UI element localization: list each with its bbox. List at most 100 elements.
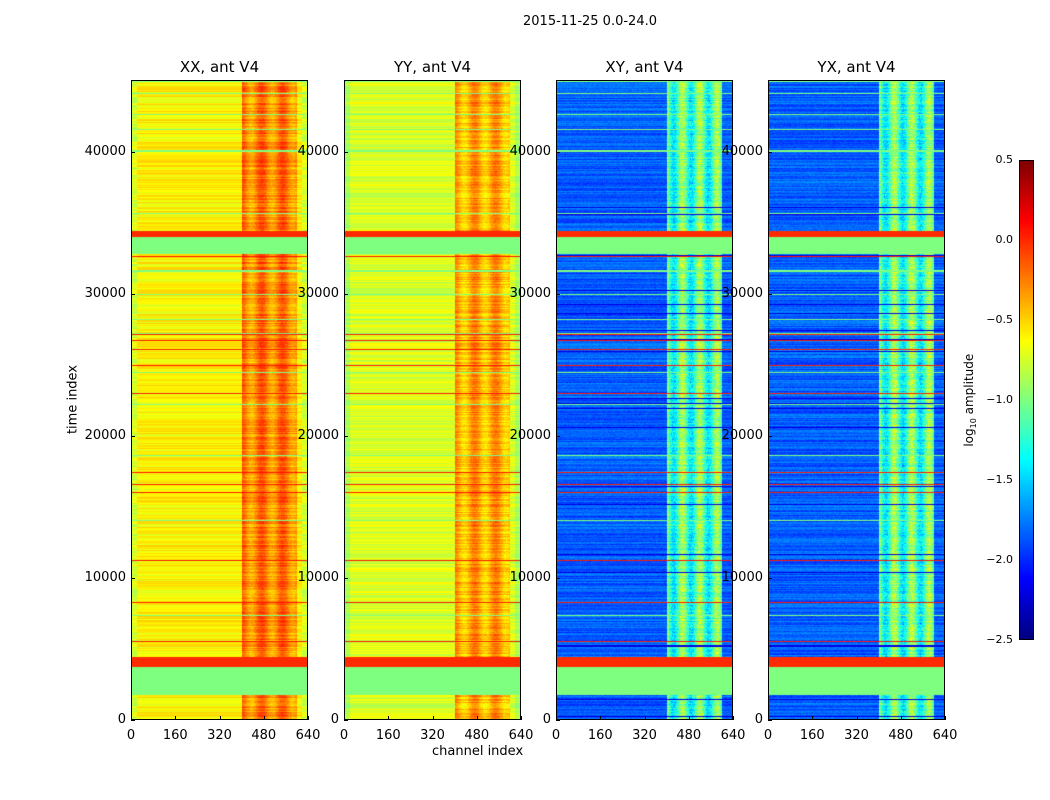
x-tick-mark bbox=[733, 716, 734, 720]
x-tick-mark bbox=[900, 716, 902, 720]
heatmap-image bbox=[344, 80, 521, 720]
x-tick-label: 0 bbox=[763, 728, 773, 743]
y-tick-label: 40000 bbox=[721, 144, 763, 160]
y-tick-label: 40000 bbox=[509, 144, 551, 160]
x-tick-label: 0 bbox=[126, 728, 136, 743]
x-tick-mark bbox=[812, 716, 814, 720]
panel-0: XX, ant V4 0 160 320 480 640 0 10000 20000 30000 4… bbox=[85, 58, 321, 743]
x-tick-label: 640 bbox=[295, 728, 321, 743]
y-tick-mark bbox=[768, 720, 772, 721]
colorbar-tick-label: 0.0 bbox=[995, 233, 1014, 246]
x-tick-label: 480 bbox=[888, 728, 914, 743]
axes-frame bbox=[131, 80, 308, 720]
x-tick-label: 160 bbox=[587, 728, 613, 743]
x-axis-label: channel index bbox=[432, 744, 524, 759]
x-tick-mark bbox=[688, 716, 690, 720]
y-tick-mark bbox=[131, 578, 135, 580]
axes-frame bbox=[768, 80, 945, 720]
x-tick-mark bbox=[856, 716, 858, 720]
axes-frame bbox=[556, 80, 733, 720]
x-tick-mark bbox=[521, 716, 522, 720]
heatmap-image bbox=[556, 80, 733, 720]
y-tick-label: 40000 bbox=[84, 144, 126, 160]
x-tick-mark bbox=[556, 716, 557, 720]
y-tick-mark bbox=[131, 436, 135, 438]
colorbar bbox=[1019, 160, 1034, 640]
y-tick-mark bbox=[768, 578, 772, 580]
heatmap-image bbox=[768, 80, 945, 720]
heatmap-image bbox=[131, 80, 308, 720]
x-tick-label: 320 bbox=[632, 728, 657, 743]
y-tick-mark bbox=[556, 436, 560, 438]
x-tick-mark bbox=[175, 716, 177, 720]
x-tick-label: 640 bbox=[720, 728, 746, 743]
x-tick-mark bbox=[432, 716, 434, 720]
y-tick-label: 30000 bbox=[721, 286, 763, 302]
colorbar-tick-label: −0.5 bbox=[986, 313, 1013, 326]
axes-frame bbox=[344, 80, 521, 720]
panel-title: XY, ant V4 bbox=[605, 58, 684, 76]
x-tick-mark bbox=[768, 716, 769, 720]
figure-title: 2015-11-25 0.0-24.0 bbox=[523, 14, 657, 29]
colorbar-tick-label: −1.0 bbox=[986, 393, 1013, 406]
x-tick-label: 480 bbox=[676, 728, 702, 743]
x-tick-mark bbox=[476, 716, 478, 720]
panel-2: XY, ant V4 0 160 320 480 640 0 10000 20000 30000 4… bbox=[510, 58, 746, 743]
x-tick-label: 160 bbox=[375, 728, 401, 743]
y-tick-mark bbox=[768, 436, 772, 438]
y-tick-label: 0 bbox=[754, 712, 763, 727]
x-tick-label: 480 bbox=[251, 728, 277, 743]
x-tick-label: 320 bbox=[420, 728, 445, 743]
y-tick-label: 30000 bbox=[509, 286, 551, 302]
x-tick-label: 0 bbox=[339, 728, 349, 743]
y-tick-label: 20000 bbox=[84, 428, 126, 444]
y-tick-label: 10000 bbox=[509, 570, 551, 586]
colorbar-tick-label: 0.5 bbox=[995, 153, 1014, 166]
y-tick-mark bbox=[344, 436, 348, 438]
y-tick-mark bbox=[556, 152, 560, 154]
y-tick-label: 20000 bbox=[509, 428, 551, 444]
y-tick-mark bbox=[556, 720, 560, 721]
panel-title: YX, ant V4 bbox=[817, 58, 896, 76]
y-tick-mark bbox=[131, 720, 135, 721]
panel-title: XX, ant V4 bbox=[179, 58, 260, 76]
x-tick-label: 480 bbox=[464, 728, 490, 743]
x-tick-mark bbox=[344, 716, 345, 720]
x-tick-mark bbox=[388, 716, 390, 720]
y-tick-label: 0 bbox=[330, 712, 339, 727]
colorbar-label: log10 amplitude bbox=[961, 353, 979, 447]
x-tick-mark bbox=[308, 716, 309, 720]
y-tick-label: 20000 bbox=[721, 428, 763, 444]
y-tick-label: 10000 bbox=[721, 570, 763, 586]
y-tick-label: 20000 bbox=[297, 428, 339, 444]
y-tick-label: 30000 bbox=[297, 286, 339, 302]
y-tick-label: 10000 bbox=[84, 570, 126, 586]
y-tick-mark bbox=[768, 294, 772, 296]
y-tick-mark bbox=[556, 578, 560, 580]
panel-title: YY, ant V4 bbox=[393, 58, 471, 76]
colorbar-tick-label: −2.0 bbox=[986, 553, 1013, 566]
y-tick-label: 0 bbox=[117, 712, 126, 727]
panel-3: YX, ant V4 0 160 320 480 640 0 10000 20000 30000 4… bbox=[722, 58, 958, 743]
x-tick-label: 640 bbox=[932, 728, 958, 743]
x-tick-label: 640 bbox=[508, 728, 534, 743]
x-tick-mark bbox=[945, 716, 946, 720]
x-tick-mark bbox=[263, 716, 265, 720]
y-tick-mark bbox=[131, 152, 135, 154]
x-tick-label: 160 bbox=[799, 728, 825, 743]
x-tick-label: 320 bbox=[844, 728, 869, 743]
x-tick-label: 320 bbox=[207, 728, 232, 743]
x-tick-mark bbox=[644, 716, 646, 720]
y-tick-mark bbox=[556, 294, 560, 296]
y-tick-mark bbox=[768, 152, 772, 154]
y-tick-label: 10000 bbox=[297, 570, 339, 586]
panel-1: YY, ant V4 0 160 320 480 640 0 10000 20000 30000 4… bbox=[298, 58, 534, 743]
y-tick-label: 40000 bbox=[297, 144, 339, 160]
y-tick-label: 30000 bbox=[84, 286, 126, 302]
colorbar-tick-label: −2.5 bbox=[986, 633, 1013, 646]
x-tick-mark bbox=[219, 716, 221, 720]
y-tick-mark bbox=[344, 152, 348, 154]
x-tick-mark bbox=[600, 716, 602, 720]
y-tick-mark bbox=[344, 720, 348, 721]
